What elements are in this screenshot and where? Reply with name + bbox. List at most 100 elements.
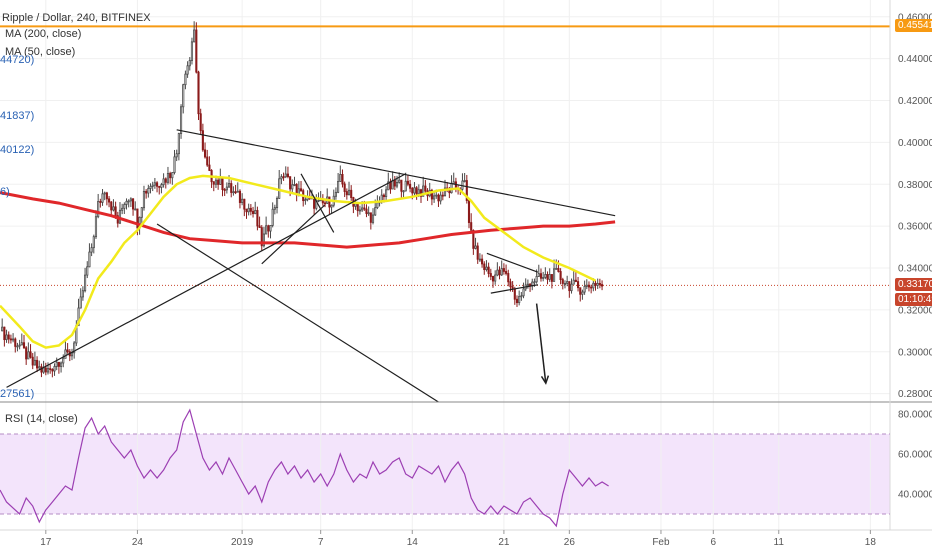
time-tick-label: Feb <box>652 537 670 548</box>
candle-body <box>374 207 377 216</box>
candle-body <box>385 189 388 198</box>
candle-body <box>498 269 501 276</box>
candle-body <box>367 212 370 215</box>
chart-title: Ripple / Dollar, 240, BITFINEX <box>2 12 151 24</box>
candle-body <box>241 198 244 203</box>
ma50-legend-label[interactable]: MA (50, close) <box>5 46 76 58</box>
candles <box>1 21 604 378</box>
candle-body <box>260 227 263 247</box>
last-price-badge: 0.33170 <box>895 278 932 292</box>
candle-body <box>66 349 69 353</box>
candle-body <box>121 207 124 211</box>
candle-body <box>179 106 183 134</box>
bar-countdown-badge: 01:10:49 <box>895 293 932 307</box>
candle-body <box>55 361 58 367</box>
candle-body <box>245 208 248 213</box>
candle-body <box>522 288 525 297</box>
candle-body <box>433 195 436 200</box>
candle-body <box>149 186 152 189</box>
candle-body <box>574 279 577 282</box>
candle-body <box>53 366 56 372</box>
left-value-5: 27561) <box>0 388 35 400</box>
candle-body <box>356 203 359 212</box>
candle-body <box>424 185 427 192</box>
time-tick-label: 14 <box>407 537 419 548</box>
candle-body <box>269 225 272 232</box>
rsi-line[interactable] <box>0 408 609 528</box>
candle-body <box>160 184 163 188</box>
candle-body <box>214 179 218 185</box>
candle-body <box>132 198 135 210</box>
candle-body <box>361 207 364 211</box>
candle-body <box>77 307 80 327</box>
candle-body <box>275 197 279 209</box>
candle-body <box>509 281 512 288</box>
candle-body <box>382 194 385 198</box>
candle-body <box>49 368 52 370</box>
candle-body <box>197 71 200 115</box>
candle-body <box>36 359 39 369</box>
candle-body <box>411 187 414 194</box>
y-axis: 0.28000 0.30000 0.32000 0.34000 0.36000 0.380… <box>898 12 932 400</box>
rsi-tick-label: 40.0000 <box>898 490 932 501</box>
candle-body <box>238 190 242 203</box>
candle-body <box>369 212 372 223</box>
price-tick-label: 0.30000 <box>898 347 932 358</box>
candle-body <box>583 286 586 293</box>
candle-body <box>84 274 87 292</box>
candle-body <box>280 176 283 180</box>
candle-body <box>487 266 490 274</box>
left-value-1: 44720) <box>0 54 35 66</box>
candle-body <box>140 207 143 218</box>
candle-body <box>112 206 115 211</box>
candle-body <box>533 281 536 284</box>
ma50-line[interactable] <box>0 174 597 349</box>
candle-body <box>101 193 104 203</box>
rsi-legend-label[interactable]: RSI (14, close) <box>5 413 78 425</box>
candle-body <box>417 189 420 195</box>
candle-body <box>570 283 573 292</box>
candle-body <box>579 287 582 295</box>
time-tick-label: 7 <box>318 537 324 548</box>
candle-body <box>227 183 231 188</box>
candle-body <box>350 189 353 198</box>
candle-body <box>44 367 47 373</box>
candle-body <box>563 283 567 285</box>
candle-body <box>249 207 252 212</box>
candle-body <box>413 187 416 194</box>
trendline <box>300 173 335 233</box>
candle-body <box>166 173 170 183</box>
arrow-shaft <box>535 303 547 384</box>
candle-body <box>64 349 67 359</box>
candle-body <box>147 188 150 194</box>
candle-body <box>387 181 390 191</box>
resistance-price-badge: 0.45541 <box>895 19 932 33</box>
candle-body <box>293 184 296 186</box>
candle-body <box>365 208 368 214</box>
candle-body <box>483 263 486 270</box>
candle-body <box>127 200 130 203</box>
ma200-legend-label[interactable]: MA (200, close) <box>5 28 82 40</box>
candle-body <box>223 189 226 191</box>
candle-body <box>33 359 36 366</box>
forecast-arrow <box>535 303 550 385</box>
candle-body <box>474 245 477 249</box>
candle-body <box>184 73 187 86</box>
left-value-4: 6) <box>0 186 10 198</box>
candle-body <box>94 216 98 238</box>
candle-body <box>221 177 224 190</box>
candle-body <box>376 202 379 209</box>
candle-body <box>208 164 211 171</box>
candle-body <box>502 268 505 272</box>
candle-body <box>136 208 139 229</box>
candle-body <box>513 288 516 300</box>
candle-body <box>9 338 12 341</box>
ma200-line[interactable] <box>0 191 616 249</box>
candle-body <box>539 273 543 279</box>
candle-body <box>507 273 510 283</box>
price-tick-label: 0.36000 <box>898 222 932 233</box>
candle-body <box>289 176 292 190</box>
candle-body <box>485 266 488 270</box>
candle-body <box>467 200 471 223</box>
